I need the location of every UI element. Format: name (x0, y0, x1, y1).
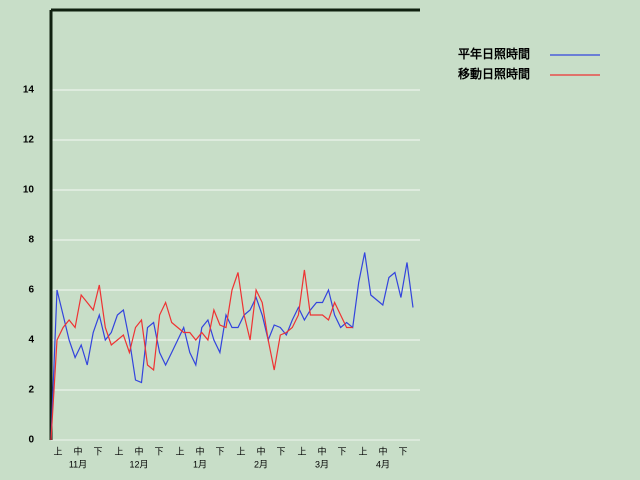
month-label: 4月 (376, 459, 390, 469)
x-tick-label: 下 (337, 446, 346, 456)
y-tick-label: 4 (28, 335, 34, 346)
x-tick-label: 下 (154, 446, 163, 456)
month-label: 11月 (69, 459, 87, 469)
y-tick-label: 14 (23, 85, 35, 96)
x-tick-label: 上 (358, 446, 367, 456)
x-tick-label: 上 (175, 446, 184, 456)
y-tick-label: 2 (28, 385, 34, 396)
y-tick-label: 6 (28, 285, 34, 296)
x-tick-label: 中 (317, 445, 326, 456)
x-tick-label: 中 (378, 445, 387, 456)
x-tick-label: 上 (53, 446, 62, 456)
x-tick-label: 上 (236, 446, 245, 456)
x-tick-label: 上 (114, 446, 123, 456)
x-tick-label: 下 (276, 446, 285, 456)
x-tick-label: 中 (256, 445, 265, 456)
month-label: 2月 (254, 459, 268, 469)
x-tick-label: 上 (297, 446, 306, 456)
series-line (50, 269, 353, 441)
month-label: 12月 (129, 459, 148, 469)
x-tick-label: 中 (73, 445, 82, 456)
y-tick-label: 12 (23, 135, 35, 146)
x-tick-label: 下 (398, 446, 407, 456)
x-tick-label: 中 (134, 445, 143, 456)
y-tick-label: 10 (23, 185, 35, 196)
x-tick-label: 中 (195, 445, 204, 456)
y-tick-label: 0 (28, 435, 34, 446)
x-tick-label: 下 (215, 446, 224, 456)
y-tick-label: 8 (28, 235, 34, 246)
x-tick-label: 下 (93, 446, 102, 456)
month-label: 1月 (193, 459, 207, 469)
legend-label: 移動日照時間 (458, 66, 530, 81)
legend-label: 平年日照時間 (458, 46, 530, 61)
month-label: 3月 (315, 459, 329, 469)
